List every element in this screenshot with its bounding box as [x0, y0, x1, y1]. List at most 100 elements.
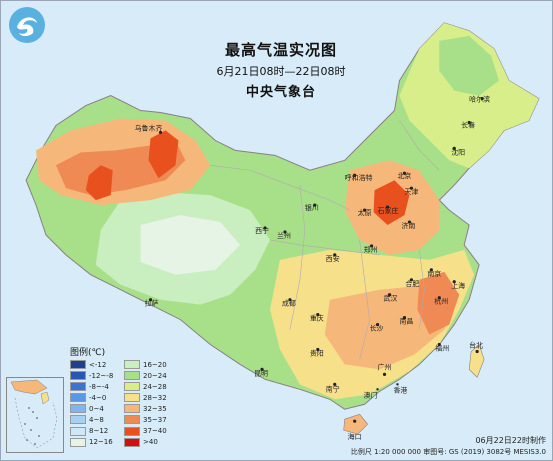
- legend-item: >40: [124, 437, 178, 447]
- south-china-sea-inset: [6, 377, 64, 453]
- city-label: 合肥: [405, 279, 419, 288]
- city-label: 上海: [451, 281, 465, 290]
- legend-label: 20~24: [143, 371, 167, 380]
- city-label: 郑州: [364, 246, 378, 254]
- legend-item: 28~32: [124, 393, 178, 403]
- legend-label: 24~28: [143, 382, 167, 391]
- turpan-hot: [148, 130, 179, 179]
- legend-label: 0~4: [89, 404, 104, 413]
- legend-item: 16~20: [124, 360, 178, 369]
- legend-swatch: [124, 437, 140, 447]
- legend: 图例(℃) <-12 16~20 -12~-8 20~24 -8~-4 24~28 -4~0…: [70, 345, 182, 447]
- legend-item: 20~24: [124, 371, 178, 381]
- legend-label: <-12: [89, 360, 107, 369]
- inset-map: [10, 379, 58, 449]
- city-label: 成都: [282, 299, 296, 308]
- city-label: 香港: [393, 385, 407, 394]
- city-label: 南宁: [326, 384, 340, 393]
- hainan-island: [343, 413, 369, 435]
- legend-label: 8~12: [89, 427, 109, 436]
- legend-swatch: [70, 371, 86, 381]
- legend-item: 32~35: [124, 404, 178, 414]
- legend-label: -4~0: [89, 393, 107, 402]
- province-lines: [210, 120, 440, 360]
- legend-label: >40: [143, 438, 158, 447]
- legend-title: 图例(℃): [70, 348, 106, 358]
- city-label: 南昌: [399, 317, 413, 326]
- legend-swatch: [70, 393, 86, 403]
- legend-swatch: [70, 360, 86, 369]
- cma-logo-icon: [9, 7, 45, 43]
- issue-time: 06月22日22时制作: [475, 436, 546, 445]
- city-label: 长沙: [370, 324, 384, 333]
- legend-item: -4~0: [70, 393, 124, 403]
- legend-item: 4~8: [70, 415, 124, 425]
- legend-item: 37~40: [124, 426, 178, 436]
- legend-label: -12~-8: [89, 371, 114, 380]
- city-label: 沈阳: [451, 147, 465, 156]
- legend-grid: <-12 16~20 -12~-8 20~24 -8~-4 24~28 -4~0 28~32 0…: [70, 360, 182, 447]
- plateau-cooler: [140, 215, 241, 275]
- northeast-mild: [399, 22, 539, 169]
- legend-swatch: [70, 382, 86, 392]
- legend-item: 35~37: [124, 415, 178, 425]
- legend-item: <-12: [70, 360, 124, 369]
- city-markers: 乌鲁木齐 哈尔滨 长春 沈阳 呼和浩特 北京 天津 银川 太原 石家庄 济南 兰…: [135, 95, 490, 442]
- scale-note: 比例尺 1:20 000 000 审图号: GS (2019) 3082号 ME…: [350, 448, 546, 456]
- city-label: 西宁: [255, 226, 269, 235]
- northeast-cool: [439, 35, 500, 96]
- city-label: 昆明: [254, 369, 268, 377]
- taiwan-island: [468, 343, 485, 378]
- legend-swatch: [124, 360, 140, 369]
- city-label: 石家庄: [378, 206, 399, 215]
- legend-label: 32~35: [143, 404, 167, 413]
- legend-label: 28~32: [143, 393, 167, 402]
- legend-swatch: [70, 426, 86, 436]
- city-label: 重庆: [310, 314, 324, 323]
- city-label: 北京: [397, 171, 411, 180]
- city-label: 杭州: [434, 297, 448, 306]
- legend-swatch: [124, 404, 140, 414]
- legend-swatch: [124, 382, 140, 392]
- legend-item: -12~-8: [70, 371, 124, 381]
- legend-swatch: [70, 415, 86, 425]
- city-label: 西安: [326, 254, 340, 263]
- city-label: 济南: [401, 221, 415, 230]
- city-label: 澳门: [364, 390, 378, 399]
- city-label: 台北: [469, 340, 483, 349]
- legend-item: -8~-4: [70, 382, 124, 392]
- city-label: 拉萨: [145, 299, 159, 308]
- city-label: 广州: [378, 362, 392, 371]
- legend-label: 16~20: [143, 360, 167, 369]
- legend-item: 24~28: [124, 382, 178, 392]
- agency-name: 中央气象台: [245, 85, 316, 100]
- legend-label: 4~8: [89, 415, 104, 424]
- tarim-hot: [85, 165, 113, 201]
- legend-swatch: [124, 371, 140, 381]
- legend-item: 8~12: [70, 426, 124, 436]
- map-title: 最高气温实况图: [224, 41, 337, 59]
- legend-label: -8~-4: [89, 382, 109, 391]
- city-label: 太原: [358, 208, 372, 217]
- city-label: 乌鲁木齐: [135, 123, 163, 132]
- city-label: 呼和浩特: [345, 173, 373, 182]
- city-label: 武汉: [384, 294, 398, 303]
- city-label: 兰州: [277, 231, 291, 240]
- jiangnan-hot: [417, 271, 460, 335]
- city-label: 南京: [427, 269, 441, 278]
- legend-swatch: [70, 404, 86, 414]
- city-label: 贵阳: [310, 348, 324, 357]
- city-label: 天津: [404, 188, 418, 196]
- city-label: 银川: [305, 203, 319, 212]
- legend-item: 12~16: [70, 437, 124, 447]
- city-label: 长春: [461, 120, 475, 129]
- legend-item: 0~4: [70, 404, 124, 414]
- city-label: 海口: [348, 432, 362, 441]
- legend-label: 37~40: [143, 427, 167, 436]
- legend-swatch: [124, 426, 140, 436]
- legend-swatch: [70, 437, 86, 447]
- legend-label: 35~37: [143, 415, 167, 424]
- legend-swatch: [124, 393, 140, 403]
